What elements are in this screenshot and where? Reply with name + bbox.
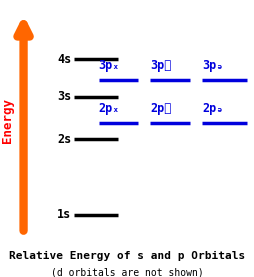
Text: 4s: 4s bbox=[57, 53, 72, 66]
Text: Relative Energy of s and p Orbitals: Relative Energy of s and p Orbitals bbox=[9, 251, 245, 261]
Text: 1s: 1s bbox=[57, 208, 72, 221]
Text: 2pₔ: 2pₔ bbox=[202, 102, 224, 115]
Text: 3pₔ: 3pₔ bbox=[202, 59, 224, 72]
Text: 3s: 3s bbox=[57, 91, 72, 103]
Text: 2s: 2s bbox=[57, 133, 72, 146]
Text: 3pᵧ: 3pᵧ bbox=[150, 59, 172, 72]
Text: 3pₓ: 3pₓ bbox=[99, 59, 120, 72]
Text: (d orbitals are not shown): (d orbitals are not shown) bbox=[51, 267, 203, 277]
Text: 2pᵧ: 2pᵧ bbox=[150, 102, 172, 115]
Text: 2pₓ: 2pₓ bbox=[99, 102, 120, 115]
Text: Energy: Energy bbox=[1, 98, 14, 143]
